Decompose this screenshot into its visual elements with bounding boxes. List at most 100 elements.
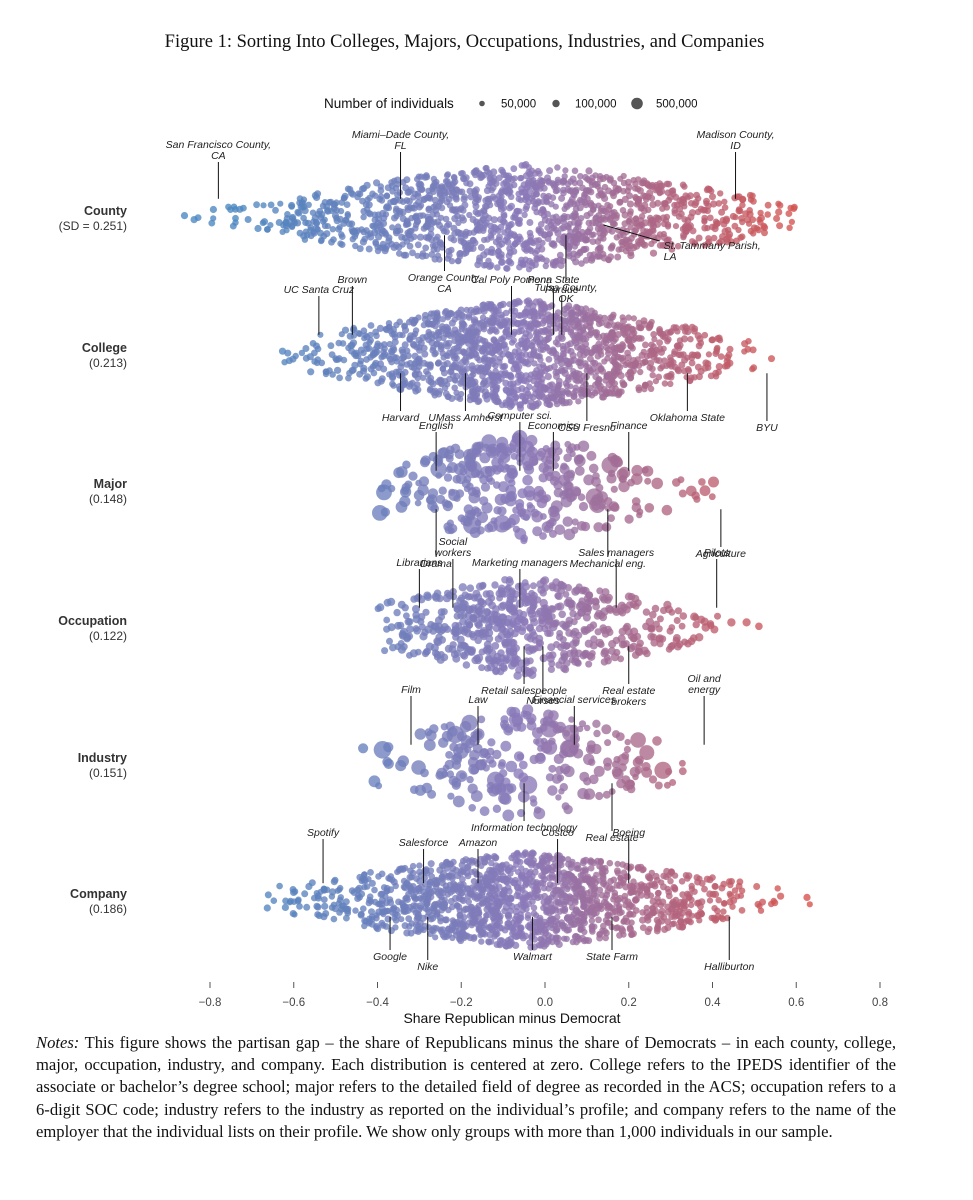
annotation-line: Financial services xyxy=(533,694,617,706)
point xyxy=(259,219,267,227)
point xyxy=(375,782,383,790)
point xyxy=(356,245,364,253)
point xyxy=(471,395,479,403)
point xyxy=(679,181,687,189)
point xyxy=(448,319,456,327)
point xyxy=(600,332,607,340)
point xyxy=(389,198,397,205)
point xyxy=(640,348,648,356)
point xyxy=(688,374,695,381)
point xyxy=(505,760,518,773)
point xyxy=(462,661,471,669)
point xyxy=(549,476,560,486)
point xyxy=(411,352,419,360)
point xyxy=(587,368,595,376)
annotation-line: English xyxy=(419,420,454,432)
point xyxy=(562,167,569,174)
point xyxy=(302,219,309,226)
point xyxy=(494,635,503,643)
point xyxy=(480,466,493,478)
point xyxy=(761,229,768,237)
point xyxy=(500,204,507,212)
point xyxy=(383,758,394,769)
point xyxy=(491,223,498,231)
point xyxy=(459,467,468,476)
point xyxy=(577,215,585,222)
point xyxy=(626,924,634,932)
point xyxy=(367,233,375,241)
point xyxy=(321,216,328,223)
annotation-label: Law xyxy=(468,694,489,706)
point xyxy=(561,320,569,327)
point xyxy=(664,223,672,230)
point xyxy=(497,602,507,611)
point xyxy=(314,359,321,367)
point xyxy=(605,256,612,264)
annotation-label: Financial services xyxy=(533,694,617,706)
point xyxy=(391,214,398,222)
point xyxy=(445,339,453,347)
point xyxy=(620,179,628,187)
annotation-line: FL xyxy=(394,140,406,152)
point xyxy=(481,236,488,244)
row-points xyxy=(372,430,719,545)
point xyxy=(376,360,385,368)
point xyxy=(776,222,784,230)
point xyxy=(519,775,538,794)
point xyxy=(709,193,716,201)
point xyxy=(546,364,554,372)
point xyxy=(511,348,519,356)
point xyxy=(386,355,394,363)
point xyxy=(425,642,434,651)
point xyxy=(531,204,539,212)
point xyxy=(383,616,391,624)
point xyxy=(298,349,306,357)
point xyxy=(383,625,391,633)
point xyxy=(625,337,633,345)
point xyxy=(682,328,689,335)
point xyxy=(345,374,352,382)
point xyxy=(569,492,578,501)
point xyxy=(424,234,432,242)
point xyxy=(539,362,547,369)
point xyxy=(664,605,673,614)
point xyxy=(694,899,701,907)
point xyxy=(631,497,641,506)
point xyxy=(536,353,543,360)
point xyxy=(484,664,492,672)
point xyxy=(392,354,400,362)
point xyxy=(284,349,292,357)
point xyxy=(560,462,568,470)
point xyxy=(561,306,569,313)
point xyxy=(474,261,482,269)
point xyxy=(611,766,622,778)
point xyxy=(750,230,757,237)
row-company: Company(0.186)AmazonCostcoSalesforceSpot… xyxy=(70,827,813,973)
point xyxy=(567,178,574,185)
point xyxy=(727,618,736,627)
point xyxy=(486,521,498,532)
point xyxy=(706,214,714,222)
point xyxy=(678,489,687,498)
point xyxy=(439,316,446,323)
point xyxy=(715,363,723,371)
point xyxy=(428,251,436,258)
point xyxy=(521,211,528,219)
point xyxy=(348,341,356,349)
point xyxy=(624,738,631,746)
point xyxy=(398,233,406,241)
point xyxy=(263,904,271,912)
point xyxy=(530,799,538,807)
annotation-line: ID xyxy=(730,140,741,152)
point xyxy=(737,234,744,241)
point xyxy=(517,175,524,182)
point xyxy=(498,481,509,493)
point xyxy=(270,897,278,904)
point xyxy=(648,341,655,348)
point xyxy=(459,365,467,373)
point xyxy=(331,201,339,208)
point xyxy=(457,205,465,212)
point xyxy=(458,583,467,592)
row-points xyxy=(180,161,798,273)
point xyxy=(623,242,631,250)
